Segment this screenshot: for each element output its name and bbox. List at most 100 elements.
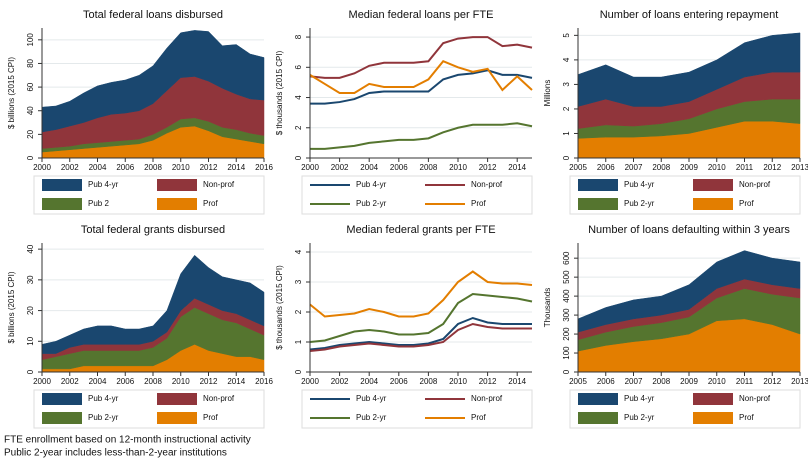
y-axis-label: $ thousands (2015 CPI) (275, 50, 284, 135)
legend-swatch (157, 412, 197, 424)
line (309, 36, 533, 79)
y-tick-label: 80 (26, 58, 35, 67)
legend-swatch (578, 179, 618, 191)
x-tick-label: 2006 (116, 377, 134, 386)
legend-label: Pub 4-yr (624, 394, 655, 403)
y-tick-label: 1 (562, 131, 571, 136)
x-tick-label: 2009 (680, 377, 698, 386)
chart-title: Median federal grants per FTE (346, 224, 495, 236)
y-tick-label: 4 (562, 57, 571, 62)
y-tick-label: 0 (562, 155, 571, 160)
y-tick-label: 200 (562, 327, 571, 341)
x-tick-label: 2002 (61, 377, 79, 386)
x-tick-label: 2002 (331, 377, 349, 386)
x-tick-label: 2008 (144, 377, 162, 386)
x-tick-label: 2004 (89, 377, 107, 386)
x-tick-label: 2004 (360, 377, 378, 386)
chart-title: Total federal loans disbursed (83, 9, 223, 21)
y-tick-label: 30 (26, 275, 35, 284)
legend-swatch (578, 412, 618, 424)
legend-label: Non-prof (739, 394, 771, 403)
legend-swatch (42, 179, 82, 191)
legend-swatch (578, 198, 618, 210)
legend-label: Pub 2-yr (356, 413, 387, 422)
line (309, 316, 532, 351)
x-tick-label: 2016 (255, 377, 273, 386)
x-tick-label: 2000 (33, 377, 51, 386)
legend-label: Pub 2-yr (624, 413, 655, 422)
y-tick-label: 8 (294, 34, 303, 39)
x-tick-label: 2000 (33, 163, 51, 172)
x-tick-label: 2005 (569, 377, 587, 386)
legend-label: Non-prof (739, 180, 771, 189)
legend-swatch (42, 412, 82, 424)
x-tick-label: 2004 (89, 163, 107, 172)
legend-box (301, 389, 533, 429)
y-tick-label: 0 (294, 369, 303, 374)
legend-label: Pub 4-yr (356, 394, 387, 403)
line (309, 322, 532, 352)
y-axis-label: Millions (543, 80, 552, 107)
line (309, 270, 533, 318)
y-axis-label: $ thousands (2015 CPI) (275, 265, 284, 350)
note: FTE enrollment based on 12-month instruc… (4, 435, 251, 446)
legend-swatch (157, 198, 197, 210)
y-tick-label: 3 (562, 82, 571, 87)
legend-label: Prof (739, 199, 754, 208)
area (41, 30, 265, 133)
legend-label: Prof (471, 199, 486, 208)
y-tick-label: 2 (562, 106, 571, 111)
legend-label: Pub 2-yr (356, 199, 387, 208)
legend-swatch (693, 198, 733, 210)
y-tick-label: 4 (294, 249, 303, 254)
y-tick-label: 40 (26, 244, 35, 253)
x-tick-label: 2016 (255, 163, 273, 172)
legend-swatch (693, 393, 733, 405)
legend-label: Prof (203, 199, 218, 208)
x-tick-label: 2008 (420, 377, 438, 386)
y-tick-label: 400 (562, 289, 571, 303)
legend-label: Pub 4-yr (88, 180, 119, 189)
area (577, 250, 801, 333)
x-tick-label: 2006 (116, 163, 134, 172)
y-tick-label: 5 (562, 33, 571, 38)
x-tick-label: 2006 (597, 377, 615, 386)
x-tick-label: 2008 (144, 163, 162, 172)
x-tick-label: 2010 (449, 163, 467, 172)
x-tick-label: 2014 (227, 163, 245, 172)
x-tick-label: 2008 (652, 377, 670, 386)
x-tick-label: 2002 (61, 163, 79, 172)
x-tick-label: 2010 (172, 377, 190, 386)
area (577, 32, 801, 107)
y-tick-label: 10 (26, 336, 35, 345)
y-tick-label: 0 (294, 155, 303, 160)
legend-box (569, 175, 801, 215)
legend-swatch (693, 412, 733, 424)
x-tick-label: 2007 (625, 377, 643, 386)
legend-swatch (693, 179, 733, 191)
y-tick-label: 1 (294, 339, 303, 344)
x-tick-label: 2012 (763, 377, 781, 386)
line (310, 122, 533, 150)
legend-label: Pub 2-yr (624, 199, 655, 208)
chart-title: Number of loans entering repayment (600, 9, 779, 21)
x-tick-label: 2008 (652, 163, 670, 172)
x-tick-label: 2012 (200, 163, 218, 172)
x-tick-label: 2006 (390, 377, 408, 386)
x-tick-label: 2000 (301, 163, 319, 172)
x-tick-label: 2010 (708, 377, 726, 386)
y-tick-label: 0 (26, 155, 35, 160)
y-tick-label: 2 (294, 309, 303, 314)
x-tick-label: 2012 (200, 377, 218, 386)
y-axis-label: $ billions (2015 CPI) (7, 271, 16, 343)
x-tick-label: 2004 (360, 163, 378, 172)
y-tick-label: 20 (26, 306, 35, 315)
x-tick-label: 2014 (508, 377, 526, 386)
x-tick-label: 2012 (479, 377, 497, 386)
y-tick-label: 40 (26, 106, 35, 115)
legend-label: Prof (203, 413, 218, 422)
x-tick-label: 2010 (708, 163, 726, 172)
note: Public 2-year includes less-than-2-year … (4, 448, 227, 459)
x-tick-label: 2007 (625, 163, 643, 172)
y-tick-label: 60 (26, 82, 35, 91)
